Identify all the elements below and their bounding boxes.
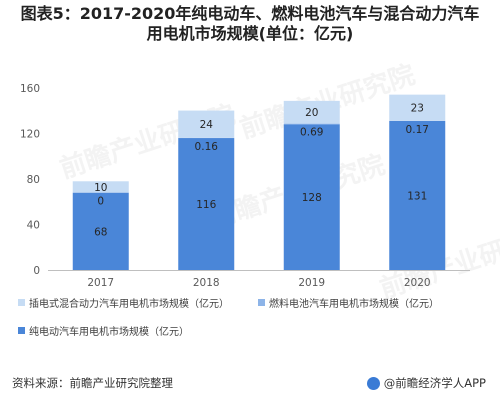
bar-segment xyxy=(72,181,129,193)
data-label: 10 xyxy=(94,182,107,194)
bars xyxy=(72,94,446,271)
chart-title: 图表5：2017-2020年纯电动车、燃料电池汽车与混合动力汽车 用电机市场规模… xyxy=(0,4,500,44)
brand-credit-text: @前瞻经济学人APP xyxy=(383,376,486,390)
y-tick-label: 120 xyxy=(20,129,40,141)
bar-segment xyxy=(283,124,340,271)
data-label: 128 xyxy=(302,192,322,204)
x-tick-label: 2017 xyxy=(87,277,114,289)
y-tick-label: 40 xyxy=(27,220,40,232)
data-label: 116 xyxy=(196,199,216,211)
legend-label-battery-electric: 纯电动汽车用电机市场规模（亿元） xyxy=(29,327,189,338)
bar-segment xyxy=(283,123,340,125)
source-note: 资料来源：前瞻产业研究院整理 xyxy=(12,376,173,390)
x-tick-label: 2020 xyxy=(404,277,431,289)
legend-label-plugin-hybrid: 插电式混合动力汽车用电机市场规模（亿元） xyxy=(29,299,229,310)
legend-swatch-plugin-hybrid xyxy=(18,299,25,306)
data-label: 23 xyxy=(411,103,424,115)
data-label: 0.16 xyxy=(195,141,219,153)
chart-title-line-1: 图表5：2017-2020年纯电动车、燃料电池汽车与混合动力汽车 xyxy=(20,4,480,23)
legend-item-plugin-hybrid: 插电式混合动力汽车用电机市场规模（亿元） xyxy=(18,295,229,310)
data-labels: 68 0 10 116 0.16 24 128 0.69 20 131 0.17 23 xyxy=(94,103,429,239)
data-label: 20 xyxy=(305,107,318,119)
data-label: 0.17 xyxy=(406,124,429,136)
axes: 0 40 80 120 160 2017 2018 2019 2020 xyxy=(20,83,470,289)
legend-item-battery-electric: 纯电动汽车用电机市场规模（亿元） xyxy=(18,323,189,338)
data-label: 68 xyxy=(94,226,107,238)
data-label: 0.69 xyxy=(300,127,323,139)
x-tick-label: 2019 xyxy=(298,277,325,289)
bar-segment xyxy=(389,120,446,270)
brand-logo-icon xyxy=(366,376,380,390)
y-tick-label: 80 xyxy=(27,174,40,186)
legend-label-fuel-cell: 燃料电池汽车用电机市场规模（亿元） xyxy=(269,299,439,310)
legend-item-fuel-cell: 燃料电池汽车用电机市场规模（亿元） xyxy=(258,295,439,310)
legend-swatch-battery-electric xyxy=(18,327,25,334)
legend-swatch-fuel-cell xyxy=(258,299,265,306)
y-tick-label: 0 xyxy=(33,265,40,277)
bar-segment xyxy=(178,138,235,270)
data-label: 0 xyxy=(97,196,104,208)
bar-segment xyxy=(283,100,340,124)
bar-segment xyxy=(389,94,446,121)
chart-title-line-2: 用电机市场规模(单位：亿元) xyxy=(146,24,354,43)
stacked-bar-chart: 前瞻产业研究院前瞻产业研究院前瞻产业研究院前瞻产业研究院 04080120160… xyxy=(20,59,500,300)
data-label: 131 xyxy=(407,190,427,202)
y-tick-label: 160 xyxy=(20,83,40,95)
bar-segment xyxy=(178,110,235,138)
x-tick-label: 2018 xyxy=(193,277,220,289)
data-label: 24 xyxy=(200,119,214,131)
brand-credit: @前瞻经济学人APP xyxy=(366,375,486,391)
bar-segment xyxy=(72,192,129,270)
